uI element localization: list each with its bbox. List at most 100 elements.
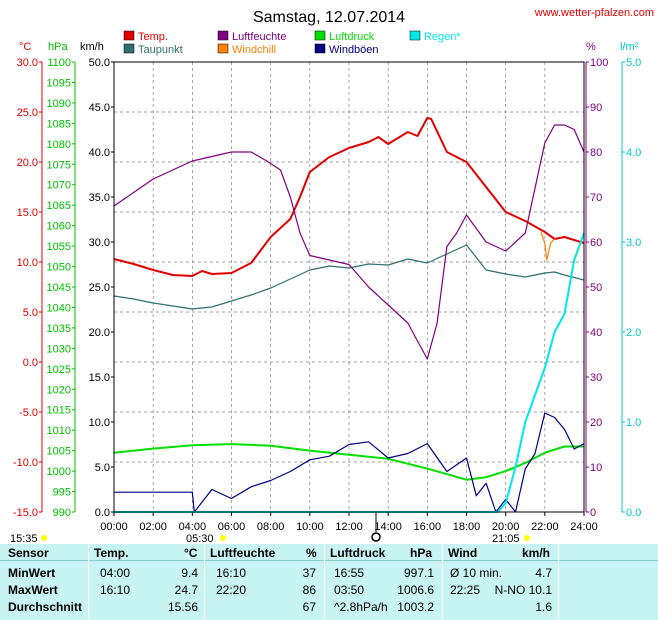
series-windchill bbox=[540, 231, 556, 261]
stats-label: MinWert bbox=[8, 566, 56, 580]
x-tick-label: 14:00 bbox=[374, 521, 402, 533]
pressure-tick-label: 1065 bbox=[47, 200, 71, 212]
pressure-tick-label: 1050 bbox=[47, 262, 71, 274]
humidity-tick-label: 10 bbox=[590, 462, 602, 474]
header-pressure: Luftdruck bbox=[330, 546, 386, 560]
rain-tick-label: 3.0 bbox=[626, 237, 641, 249]
temp-tick-label: 10.0 bbox=[17, 257, 38, 269]
series-luftfeuchte bbox=[113, 124, 585, 360]
stats-column-separator bbox=[88, 544, 89, 620]
stats-wind-time: 22:25 bbox=[450, 583, 481, 597]
stats-temp-val: 9.4 bbox=[181, 566, 198, 580]
temp-tick-label: 0.0 bbox=[23, 357, 38, 369]
humidity-tick-label: 90 bbox=[590, 102, 602, 114]
stats-wind-val: N-NO 10.1 bbox=[494, 583, 552, 597]
legend-swatch bbox=[217, 30, 229, 41]
pressure-tick-label: 1100 bbox=[47, 57, 71, 69]
x-tick-label: 00:00 bbox=[100, 521, 128, 533]
legend-label: Luftfeuchte bbox=[232, 31, 286, 43]
pressure-tick-label: 1095 bbox=[47, 77, 71, 89]
series-luftdruck bbox=[113, 443, 584, 481]
humidity-unit: % bbox=[586, 41, 596, 53]
stats-hum-time: 16:10 bbox=[216, 566, 247, 580]
moon-icon bbox=[371, 532, 381, 542]
pressure-unit: hPa bbox=[48, 41, 68, 53]
wind-tick-label: 35.0 bbox=[89, 192, 110, 204]
legend-label: Taupunkt bbox=[138, 44, 183, 56]
humidity-tick-label: 100 bbox=[590, 57, 608, 69]
temp-tick-label: 5.0 bbox=[23, 307, 38, 319]
humidity-tick-label: 0 bbox=[590, 507, 596, 519]
sunset-icon bbox=[524, 535, 530, 541]
sunrise-icon bbox=[220, 535, 226, 541]
header-temp-unit: °C bbox=[184, 546, 198, 560]
legend-swatch bbox=[123, 43, 135, 54]
stats-temp-val: 15.56 bbox=[167, 600, 198, 614]
humidity-tick-label: 50 bbox=[590, 282, 602, 294]
chart-grid bbox=[114, 62, 584, 512]
x-tick-label: 02:00 bbox=[139, 521, 167, 533]
stats-temp-time: 04:00 bbox=[100, 566, 131, 580]
stats-pres-val: 997.1 bbox=[403, 566, 434, 580]
x-tick-label: 16:00 bbox=[414, 521, 442, 533]
legend-label: Luftdruck bbox=[329, 31, 375, 43]
legend-label: Regen* bbox=[424, 31, 461, 43]
sun-marks: 15:35 05:30 21:05 bbox=[10, 512, 530, 544]
pressure-tick-label: 1045 bbox=[47, 282, 71, 294]
stats-column-separator bbox=[204, 544, 205, 620]
pressure-tick-label: 1080 bbox=[47, 139, 71, 151]
wind-tick-label: 50.0 bbox=[89, 57, 110, 69]
wind-tick-label: 15.0 bbox=[89, 372, 110, 384]
x-tick-label: 04:00 bbox=[179, 521, 207, 533]
wind-tick-label: 40.0 bbox=[89, 147, 110, 159]
stats-pres-time: ^2.8hPa/h bbox=[334, 600, 388, 614]
chart-title: Samstag, 12.07.2014 bbox=[253, 9, 405, 26]
pressure-tick-label: 1035 bbox=[47, 323, 71, 335]
stats-pres-time: 03:50 bbox=[334, 583, 365, 597]
rain-unit: l/m² bbox=[620, 41, 639, 53]
x-tick-label: 22:00 bbox=[531, 521, 559, 533]
rain-tick-label: 1.0 bbox=[626, 417, 641, 429]
header-humidity-unit: % bbox=[306, 546, 317, 560]
wind-tick-label: 25.0 bbox=[89, 282, 110, 294]
legend-label: Windböen bbox=[329, 44, 379, 56]
pressure-tick-label: 1075 bbox=[47, 159, 71, 171]
header-wind: Wind bbox=[448, 546, 478, 560]
series-regen bbox=[114, 232, 585, 513]
stats-temp-time: 16:10 bbox=[100, 583, 131, 597]
weather-chart: Samstag, 12.07.2014 www.wetter-pfalzen.c… bbox=[10, 7, 654, 544]
stats-column-separator bbox=[558, 544, 559, 620]
pressure-tick-label: 1005 bbox=[47, 446, 71, 458]
stats-hum-val: 86 bbox=[302, 583, 316, 597]
rain-tick-label: 4.0 bbox=[626, 147, 641, 159]
pressure-tick-label: 990 bbox=[53, 507, 71, 519]
wind-tick-label: 10.0 bbox=[89, 417, 110, 429]
x-tick-label: 06:00 bbox=[218, 521, 246, 533]
pressure-tick-label: 1040 bbox=[47, 302, 71, 314]
legend-swatch bbox=[409, 30, 421, 41]
pressure-tick-label: 1085 bbox=[47, 118, 71, 130]
stats-column-separator bbox=[442, 544, 443, 620]
source-link[interactable]: www.wetter-pfalzen.com bbox=[534, 7, 654, 19]
temp-tick-label: 25.0 bbox=[17, 107, 38, 119]
temp-tick-label: 15.0 bbox=[17, 207, 38, 219]
pressure-tick-label: 1020 bbox=[47, 384, 71, 396]
stats-column-separator bbox=[324, 544, 325, 620]
wind-tick-label: 5.0 bbox=[95, 462, 110, 474]
stats-pres-val: 1006.6 bbox=[397, 583, 434, 597]
x-tick-label: 18:00 bbox=[453, 521, 481, 533]
series-taupunkt bbox=[113, 244, 585, 310]
header-sensor: Sensor bbox=[8, 546, 49, 560]
legend-swatch bbox=[123, 30, 135, 41]
stats-wind-val: 4.7 bbox=[535, 566, 552, 580]
stats-hum-val: 67 bbox=[302, 600, 316, 614]
temp-tick-label: -5.0 bbox=[19, 407, 38, 419]
stats-pres-time: 16:55 bbox=[334, 566, 365, 580]
rain-tick-label: 2.0 bbox=[626, 327, 641, 339]
pressure-tick-label: 1010 bbox=[47, 425, 71, 437]
sunset-time-label: 21:05 bbox=[492, 533, 520, 544]
stats-hum-time: 22:20 bbox=[216, 583, 247, 597]
pressure-tick-label: 1025 bbox=[47, 364, 71, 376]
stats-header-separator bbox=[0, 560, 658, 561]
